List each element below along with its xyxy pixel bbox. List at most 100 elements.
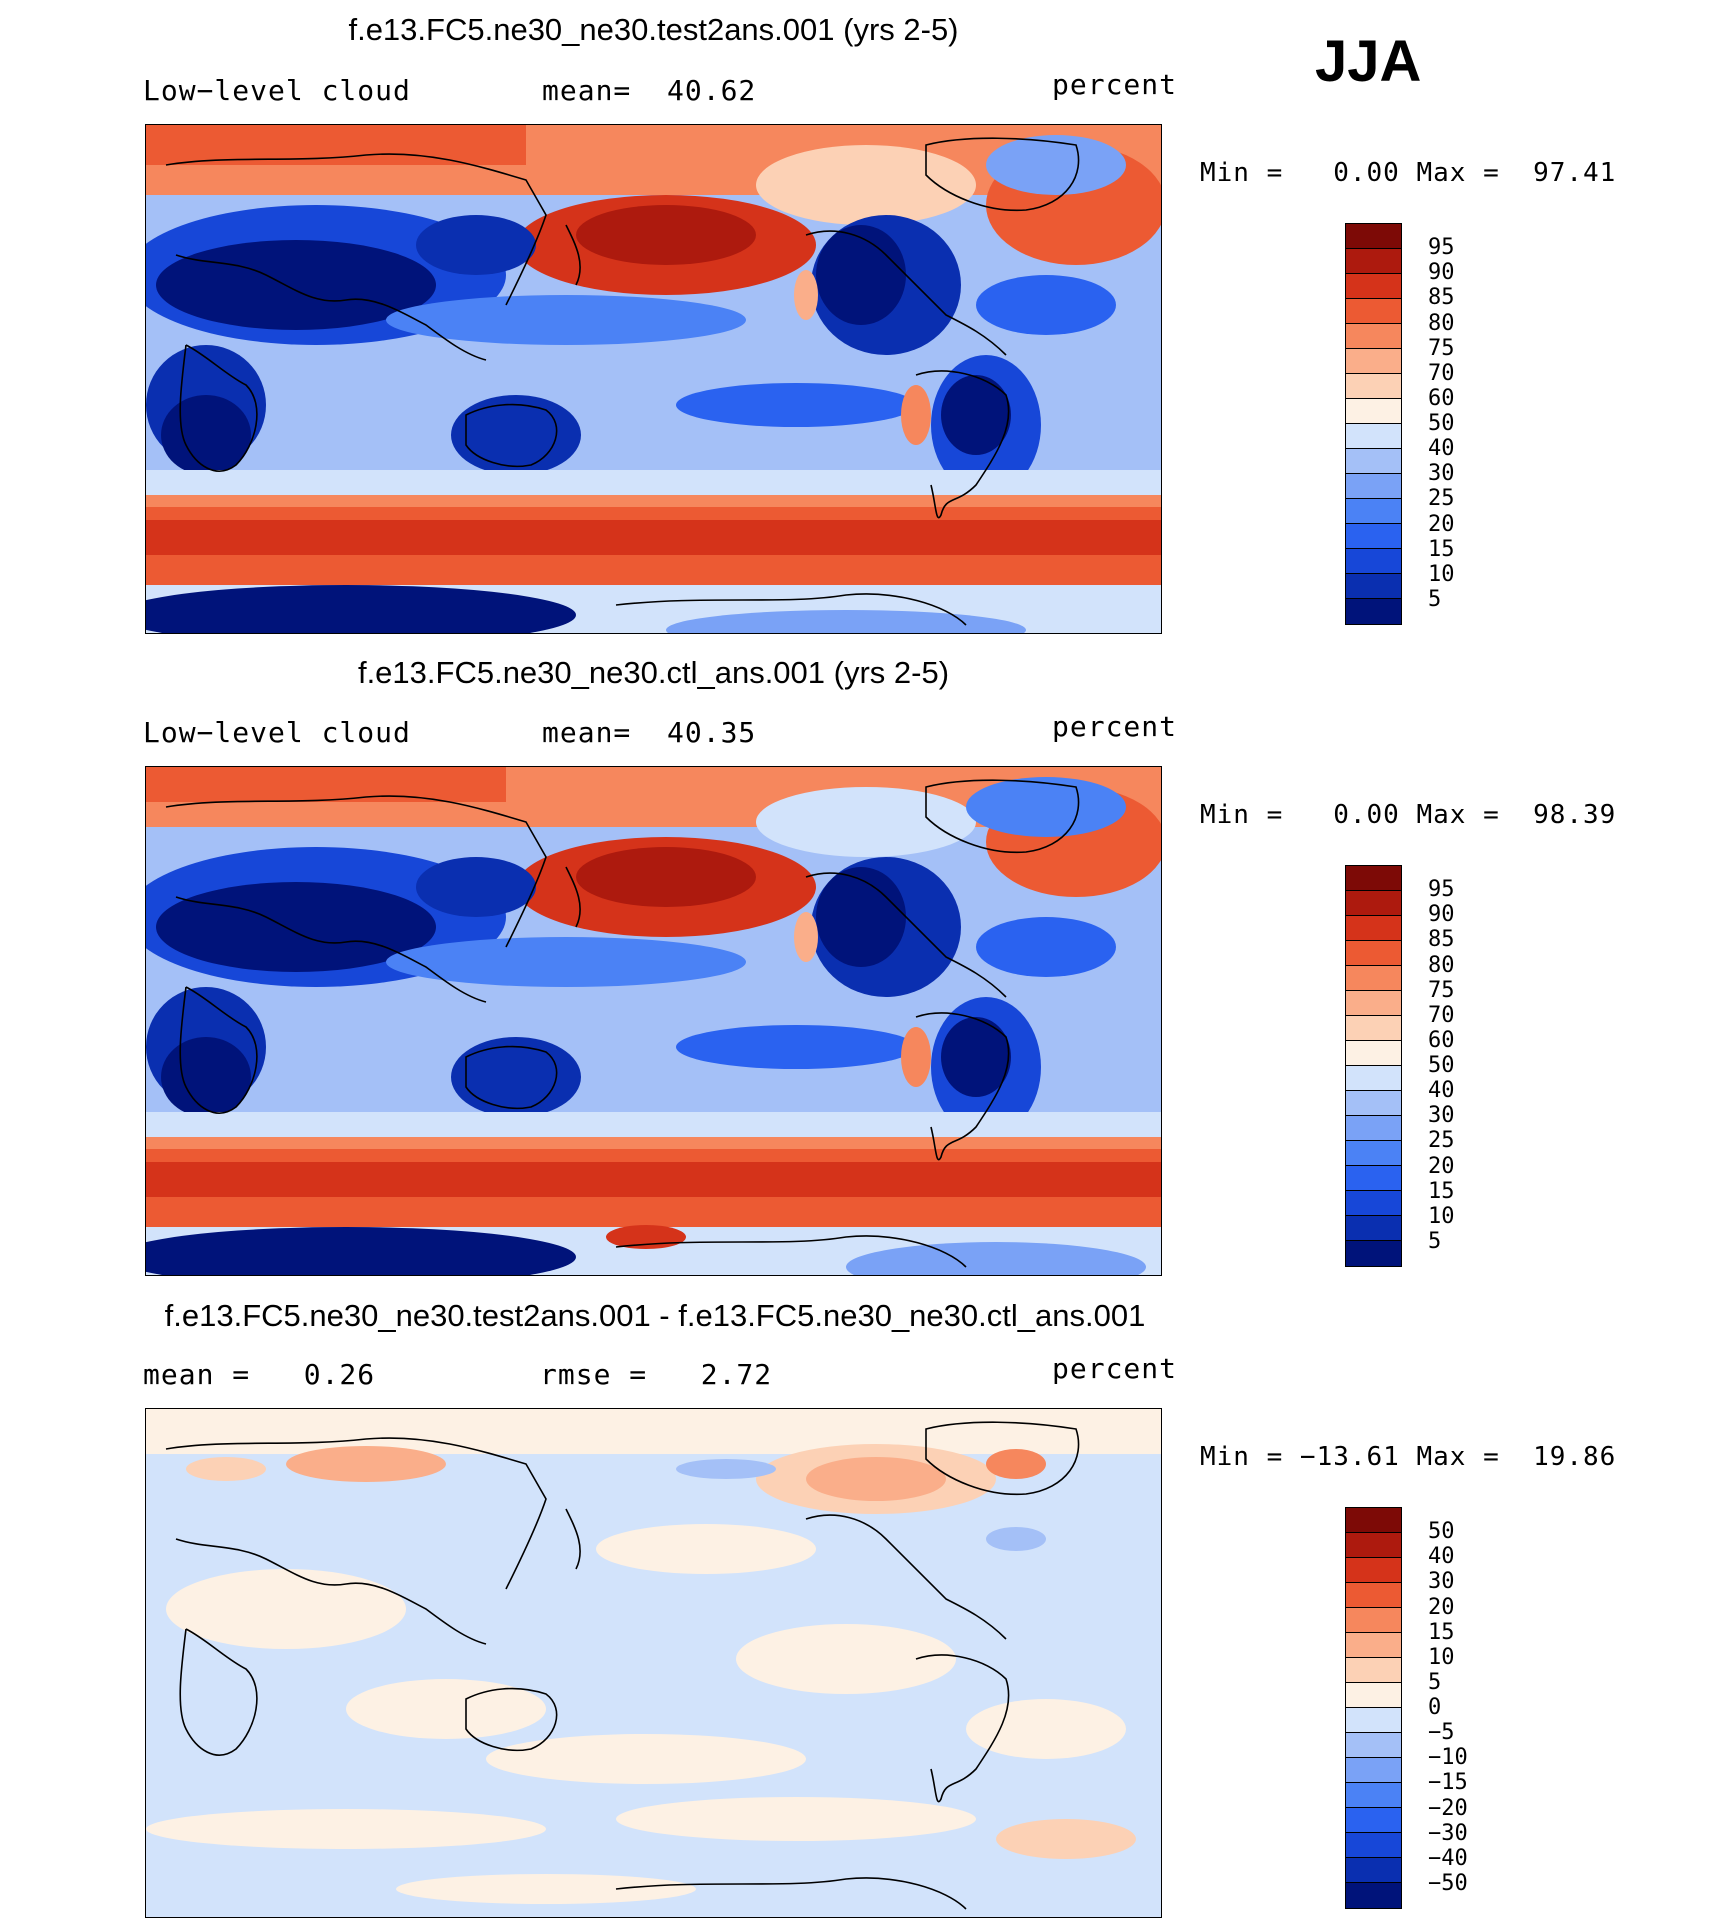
colorbar-cell — [1346, 1533, 1401, 1558]
panel-1-mean: mean= 40.62 — [542, 74, 757, 107]
colorbar-cell — [1346, 1808, 1401, 1833]
colorbar-cell — [1346, 941, 1401, 966]
colorbar-cell — [1346, 349, 1401, 374]
colorbar-tick-label: −20 — [1428, 1795, 1468, 1821]
colorbar-cell — [1346, 1041, 1401, 1066]
colorbar-cell — [1346, 1016, 1401, 1041]
panel-1-map-svg — [146, 125, 1161, 633]
colorbar-cell — [1346, 1833, 1401, 1858]
colorbar-cell — [1346, 1116, 1401, 1141]
colorbar-cell — [1346, 1141, 1401, 1166]
colorbar-cell — [1346, 1508, 1401, 1533]
colorbar-tick-label: 90 — [1428, 902, 1455, 928]
colorbar-cell — [1346, 1583, 1401, 1608]
colorbar-tick-label: −50 — [1428, 1870, 1468, 1896]
colorbar-tick-label: 70 — [1428, 1002, 1455, 1028]
panel-1-minmax: Min = 0.00 Max = 97.41 — [1200, 158, 1617, 188]
colorbar-tick-label: −5 — [1428, 1720, 1455, 1746]
panel-1-colorbar — [1345, 223, 1402, 625]
colorbar-cell — [1346, 1783, 1401, 1808]
panel-1-units: percent — [1052, 68, 1178, 101]
colorbar-cell — [1346, 1633, 1401, 1658]
colorbar-tick-label: 15 — [1428, 536, 1455, 562]
colorbar-tick-label: 80 — [1428, 310, 1455, 336]
colorbar-tick-label: 25 — [1428, 1128, 1455, 1154]
colorbar-tick-label: −30 — [1428, 1820, 1468, 1846]
colorbar-cell — [1346, 1858, 1401, 1883]
colorbar-cell — [1346, 1216, 1401, 1241]
colorbar-cell — [1346, 274, 1401, 299]
panel-2-field-label: Low−level cloud — [143, 716, 411, 749]
colorbar-cell — [1346, 991, 1401, 1016]
colorbar-cell — [1346, 1683, 1401, 1708]
colorbar-cell — [1346, 1758, 1401, 1783]
panel-3-mean: mean = 0.26 — [143, 1358, 376, 1391]
colorbar-cell — [1346, 399, 1401, 424]
colorbar-cell — [1346, 499, 1401, 524]
panel-1-field-label: Low−level cloud — [143, 74, 411, 107]
colorbar-tick-label: 50 — [1428, 411, 1455, 436]
panel-3-colorbar — [1345, 1507, 1402, 1909]
colorbar-cell — [1346, 549, 1401, 574]
colorbar-cell — [1346, 1658, 1401, 1683]
panel-2-minmax: Min = 0.00 Max = 98.39 — [1200, 800, 1617, 830]
colorbar-tick-label: 0 — [1428, 1695, 1442, 1720]
colorbar-tick-label: 5 — [1428, 586, 1442, 612]
colorbar-cell — [1346, 1708, 1401, 1733]
colorbar-tick-label: 5 — [1428, 1669, 1442, 1695]
panel-2-colorbar — [1345, 865, 1402, 1267]
colorbar-tick-label: 60 — [1428, 385, 1455, 411]
colorbar-cell — [1346, 249, 1401, 274]
panel-3-units: percent — [1052, 1352, 1178, 1385]
colorbar-cell — [1346, 1733, 1401, 1758]
colorbar-tick-label: 20 — [1428, 1594, 1455, 1620]
colorbar-tick-label: −40 — [1428, 1845, 1468, 1871]
colorbar-tick-label: 15 — [1428, 1178, 1455, 1204]
colorbar-cell — [1346, 1091, 1401, 1116]
colorbar-cell — [1346, 916, 1401, 941]
panel-3-map-svg — [146, 1409, 1161, 1917]
season-label: JJA — [1315, 29, 1422, 94]
colorbar-tick-label: 75 — [1428, 335, 1455, 361]
colorbar-cell — [1346, 1558, 1401, 1583]
colorbar-tick-label: 75 — [1428, 977, 1455, 1003]
colorbar-cell — [1346, 524, 1401, 549]
colorbar-cell — [1346, 574, 1401, 599]
colorbar-cell — [1346, 449, 1401, 474]
colorbar-tick-label: 95 — [1428, 877, 1455, 903]
colorbar-tick-label: 50 — [1428, 1053, 1455, 1078]
colorbar-tick-label: 60 — [1428, 1027, 1455, 1053]
panel-3-rmse: rmse = 2.72 — [540, 1358, 773, 1391]
colorbar-cell — [1346, 966, 1401, 991]
colorbar-cell — [1346, 1241, 1401, 1266]
colorbar-cell — [1346, 224, 1401, 249]
panel-1-title: f.e13.FC5.ne30_ne30.test2ans.001 (yrs 2-… — [348, 12, 959, 47]
colorbar-tick-label: 30 — [1428, 1569, 1455, 1595]
colorbar-tick-label: 30 — [1428, 461, 1455, 487]
panel-3-minmax: Min = −13.61 Max = 19.86 — [1200, 1442, 1617, 1472]
colorbar-tick-label: 95 — [1428, 235, 1455, 261]
colorbar-cell — [1346, 599, 1401, 624]
colorbar-cell — [1346, 474, 1401, 499]
colorbar-tick-label: 40 — [1428, 1544, 1455, 1570]
colorbar-tick-label: 20 — [1428, 511, 1455, 537]
colorbar-tick-label: 10 — [1428, 1644, 1455, 1670]
colorbar-tick-label: 80 — [1428, 952, 1455, 978]
colorbar-tick-label: −10 — [1428, 1745, 1468, 1771]
colorbar-cell — [1346, 299, 1401, 324]
colorbar-cell — [1346, 1166, 1401, 1191]
panel-2-map — [145, 766, 1162, 1276]
colorbar-tick-label: 85 — [1428, 927, 1455, 953]
colorbar-tick-label: 70 — [1428, 360, 1455, 386]
panel-1-map — [145, 124, 1162, 634]
colorbar-cell — [1346, 424, 1401, 449]
colorbar-tick-label: 40 — [1428, 1078, 1455, 1104]
colorbar-tick-label: 25 — [1428, 486, 1455, 512]
colorbar-tick-label: 20 — [1428, 1153, 1455, 1179]
colorbar-cell — [1346, 324, 1401, 349]
colorbar-cell — [1346, 1883, 1401, 1908]
colorbar-cell — [1346, 1191, 1401, 1216]
colorbar-tick-label: 40 — [1428, 436, 1455, 462]
panel-2-map-svg — [146, 767, 1161, 1275]
colorbar-tick-label: 15 — [1428, 1619, 1455, 1645]
